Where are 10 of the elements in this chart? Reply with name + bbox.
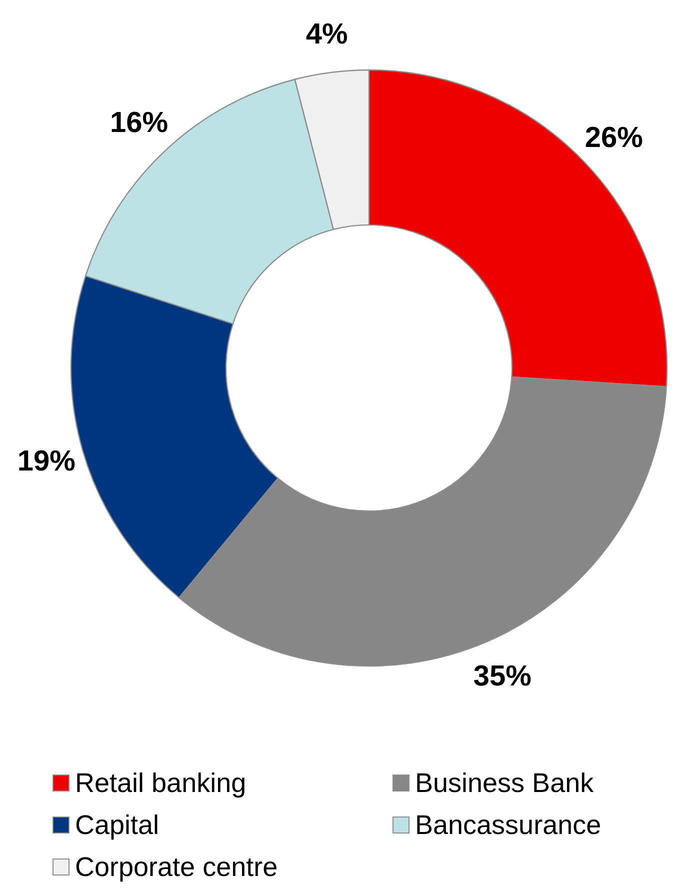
data-label: 16%: [110, 107, 168, 140]
legend-label: Retail banking: [75, 768, 246, 798]
data-label: 4%: [306, 18, 348, 51]
legend-label: Capital: [75, 810, 160, 840]
legend-label: Bancassurance: [415, 810, 602, 840]
data-label: 19%: [17, 446, 76, 478]
data-label: 35%: [473, 660, 532, 692]
data-label: 26%: [584, 122, 644, 154]
legend-label: Corporate centre: [75, 852, 278, 882]
legend-label: Business Bank: [415, 768, 594, 798]
